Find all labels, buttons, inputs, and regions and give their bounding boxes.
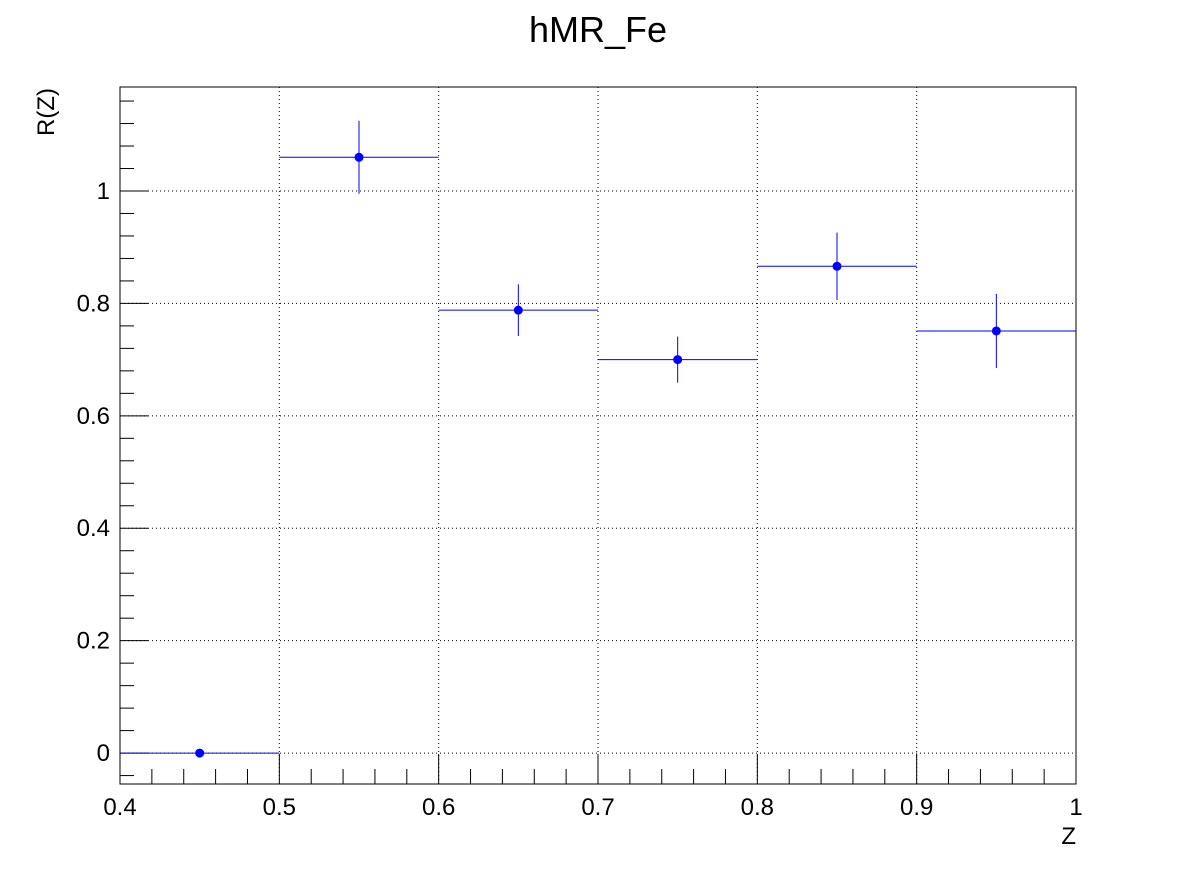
data-point bbox=[513, 305, 523, 315]
x-tick-label: 1 bbox=[1069, 794, 1082, 821]
x-tick-label: 0.7 bbox=[581, 794, 614, 821]
data-point bbox=[832, 261, 842, 271]
x-tick-label: 0.4 bbox=[103, 794, 136, 821]
chart-title: hMR_Fe bbox=[529, 9, 667, 50]
data-point bbox=[354, 152, 364, 162]
y-tick-label: 0.8 bbox=[77, 290, 110, 317]
x-tick-label: 0.5 bbox=[263, 794, 296, 821]
grid-lines bbox=[120, 87, 1076, 784]
x-axis-tick-labels: 0.4 0.5 0.6 0.7 0.8 0.9 1 bbox=[103, 794, 1082, 821]
data-point bbox=[195, 748, 205, 758]
y-tick-label: 1 bbox=[97, 178, 110, 205]
y-tick-label: 0.4 bbox=[77, 515, 110, 542]
x-tick-label: 0.9 bbox=[900, 794, 933, 821]
y-tick-label: 0.6 bbox=[77, 403, 110, 430]
y-tick-label: 0.2 bbox=[77, 628, 110, 655]
y-tick-label: 0 bbox=[97, 740, 110, 767]
y-axis-tick-labels: 0 0.2 0.4 0.6 0.8 1 bbox=[77, 178, 110, 767]
data-points bbox=[120, 120, 1076, 758]
y-axis-label: R(Z) bbox=[33, 88, 60, 136]
axis-ticks bbox=[119, 100, 1077, 784]
data-point bbox=[991, 326, 1001, 336]
x-tick-label: 0.8 bbox=[741, 794, 774, 821]
data-point bbox=[673, 355, 683, 365]
x-axis-label: Z bbox=[1061, 823, 1076, 850]
x-tick-label: 0.6 bbox=[422, 794, 455, 821]
